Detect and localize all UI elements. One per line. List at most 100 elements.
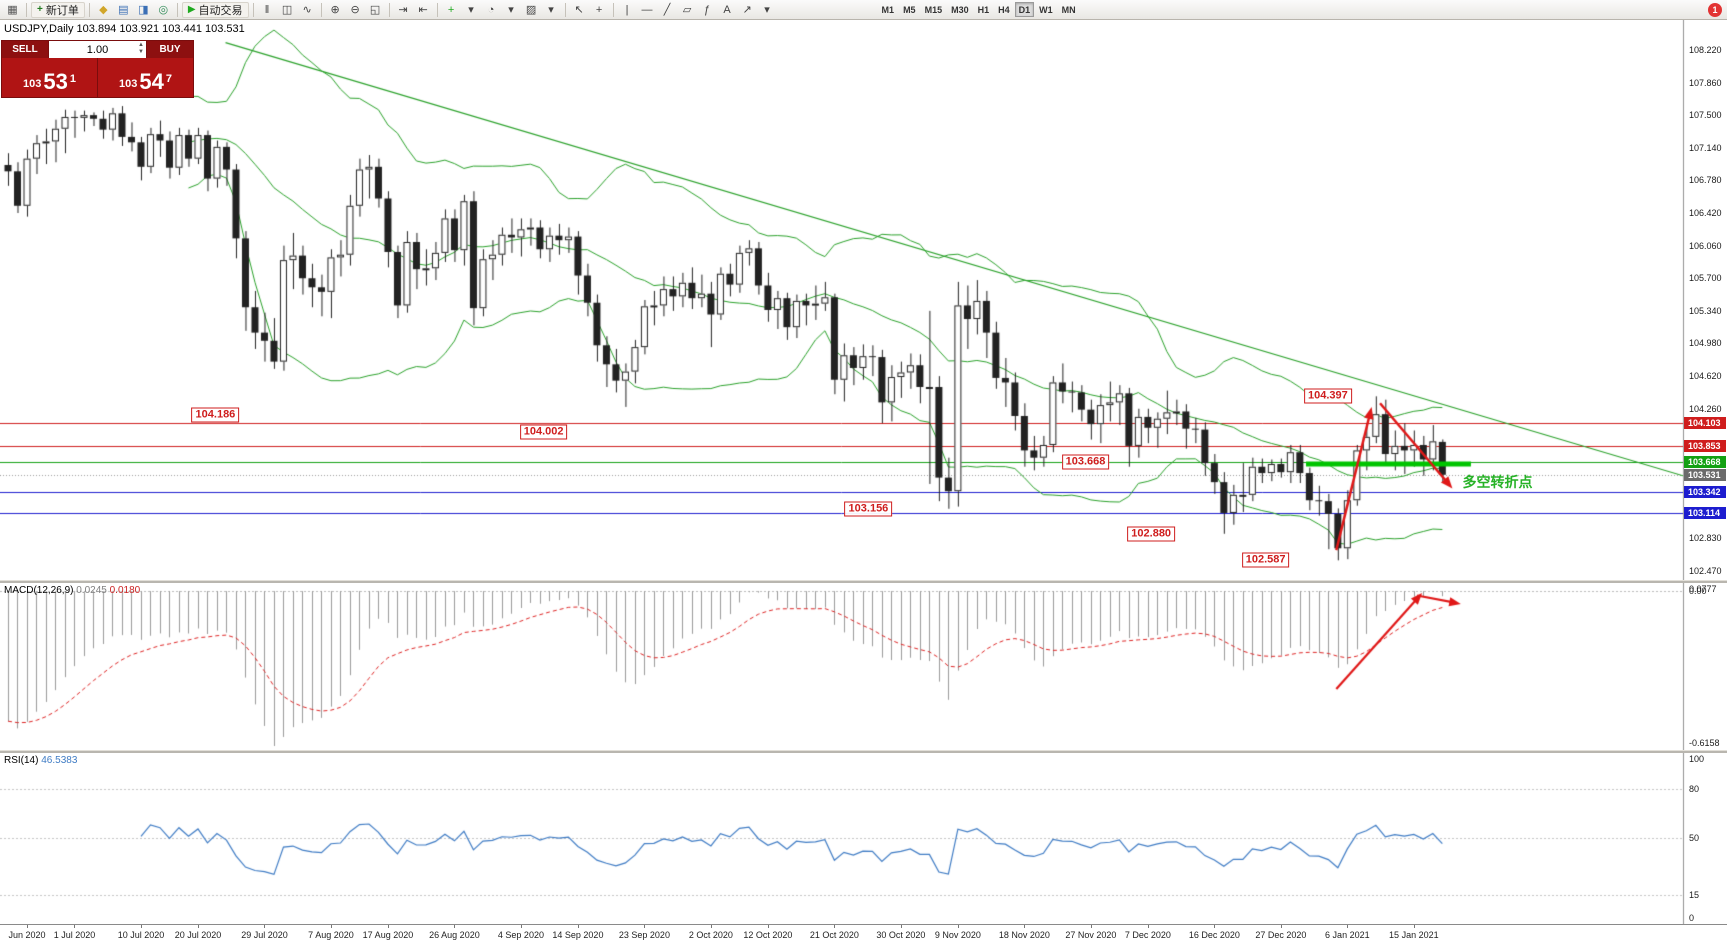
date-axis-label: 26 Aug 2020 <box>429 930 480 940</box>
vertical-line-icon[interactable]: | <box>625 3 629 16</box>
bar-chart-icon[interactable]: ‖ <box>264 3 270 16</box>
price-level-label[interactable]: 102.587 <box>1241 552 1290 568</box>
price-axis-value-box: 103.668 <box>1684 456 1726 469</box>
date-axis-tick <box>74 925 75 928</box>
price-axis-tick: 107.500 <box>1689 110 1722 121</box>
price-level-label[interactable]: 103.156 <box>844 501 893 517</box>
macd-axis-zero: 0.00 <box>1689 586 1707 597</box>
fibonacci-icon[interactable]: ƒ <box>703 3 711 16</box>
price-axis-value-box: 103.342 <box>1684 485 1726 498</box>
indicators-dropdown-icon[interactable]: ▾ <box>468 3 474 16</box>
auto-scroll-icon[interactable]: ⇥ <box>398 3 408 16</box>
volume-input[interactable] <box>68 42 127 57</box>
price-level-label[interactable]: 104.186 <box>191 407 240 423</box>
date-axis-tick <box>644 925 645 928</box>
periods-icon[interactable]: ◔ <box>487 3 495 16</box>
objects-dropdown-icon[interactable]: ▾ <box>764 3 770 16</box>
volume-down-icon[interactable]: ▼ <box>138 49 144 55</box>
timeframe-mn-button[interactable]: MN <box>1061 5 1076 15</box>
date-axis-tick <box>834 925 835 928</box>
templates-dropdown-icon[interactable]: ▾ <box>548 3 554 16</box>
sell-button[interactable]: 103 53 1 <box>2 58 98 97</box>
price-chart-canvas[interactable] <box>0 20 1727 580</box>
volume-up-icon[interactable]: ▲ <box>138 42 144 48</box>
indicators-icon[interactable]: + <box>447 3 455 16</box>
timeframe-h1-button[interactable]: H1 <box>977 5 990 15</box>
chart-shift-icon[interactable]: ⇤ <box>418 3 428 16</box>
macd-panel: MACD(12,26,9) 0.0245 0.0180 0.0777 0.00 -0… <box>0 583 1727 750</box>
price-level-label[interactable]: 103.668 <box>1061 454 1110 470</box>
price-axis-value-box: 103.853 <box>1684 439 1726 452</box>
timeframe-m5-button[interactable]: M5 <box>903 5 916 15</box>
templates-icon[interactable]: ▨ <box>525 3 537 16</box>
panel-splitter-rsi[interactable] <box>0 750 1727 753</box>
toolbar-separator <box>436 2 438 17</box>
autotrading-icon: ▶ <box>187 4 196 15</box>
buy-button[interactable]: 103 54 7 <box>98 58 193 97</box>
candlestick-chart-icon[interactable]: ◫ <box>281 3 293 16</box>
periods-dropdown-icon[interactable]: ▾ <box>508 3 514 16</box>
trendline-icon[interactable]: ╱ <box>663 3 671 16</box>
data-window-icon[interactable]: ◨ <box>138 3 149 16</box>
crosshair-icon[interactable]: + <box>595 3 603 16</box>
price-chart-panel: USDJPY,Daily 103.894 103.921 103.441 103… <box>0 20 1727 580</box>
timeframe-m1-button[interactable]: M1 <box>881 5 895 15</box>
line-chart-icon[interactable]: ∿ <box>302 3 312 16</box>
sell-price-pips: 53 <box>43 69 68 94</box>
price-level-label[interactable]: 104.002 <box>519 424 568 440</box>
date-axis-label: 15 Jan 2021 <box>1389 930 1439 940</box>
date-axis-label: 27 Nov 2020 <box>1065 930 1117 940</box>
zoom-out-icon[interactable]: ⊖ <box>350 3 360 16</box>
buy-price-figure: 103 <box>119 78 138 90</box>
macd-canvas[interactable] <box>0 583 1727 750</box>
arrow-objects-icon[interactable]: ↗ <box>742 3 752 16</box>
date-axis-label: 21 Oct 2020 <box>809 930 859 940</box>
rsi-canvas[interactable] <box>0 753 1727 924</box>
toolbar-separator <box>88 2 90 17</box>
date-axis[interactable]: Jun 2020 1 Jul 2020 10 Jul 2020 20 Jul 2020… <box>0 924 1727 943</box>
rsi-title: RSI(14) 46.5383 <box>4 755 77 766</box>
text-label-icon[interactable]: A <box>723 3 731 16</box>
horizontal-line-icon[interactable]: — <box>641 3 653 16</box>
channel-icon[interactable]: ▱ <box>682 3 692 16</box>
macd-name: MACD(12,26,9) <box>4 585 74 596</box>
date-axis-label: 10 Jul 2020 <box>117 930 165 940</box>
navigator-icon[interactable]: ◎ <box>158 3 169 16</box>
market-watch-icon[interactable]: ▤ <box>118 3 129 16</box>
rsi-axis-level: 80 <box>1689 784 1700 795</box>
price-axis-tick: 102.830 <box>1689 533 1722 544</box>
toolbar-separator <box>26 2 27 17</box>
timeframe-h4-button[interactable]: H4 <box>998 5 1010 15</box>
price-axis-tick: 104.260 <box>1689 403 1722 414</box>
price-axis-value-box: 103.114 <box>1684 506 1726 519</box>
zoom-in-icon[interactable]: ⊕ <box>330 3 340 16</box>
price-level-label[interactable]: 102.880 <box>1127 526 1176 542</box>
date-axis-label: 6 Jan 2021 <box>1325 930 1370 940</box>
date-axis-label: 20 Jul 2020 <box>174 930 222 940</box>
metaeditor-icon[interactable]: ◆ <box>99 3 108 16</box>
charts-window-icon[interactable]: ▦ <box>7 3 18 16</box>
panel-splitter-macd[interactable] <box>0 580 1727 583</box>
macd-axis-min: -0.6158 <box>1689 738 1720 748</box>
toolbar-separator <box>176 2 178 17</box>
price-axis-tick: 105.340 <box>1689 305 1722 316</box>
timeframe-d1-button[interactable]: D1 <box>1014 2 1035 17</box>
date-axis-label: 29 Jul 2020 <box>241 930 288 940</box>
new-order-button[interactable]: + 新订单 <box>31 1 85 18</box>
autotrading-button[interactable]: ▶ 自动交易 <box>181 1 249 18</box>
price-axis-value-box: 104.103 <box>1684 416 1726 429</box>
date-axis-label: 7 Aug 2020 <box>308 930 354 940</box>
cursor-icon[interactable]: ↖ <box>574 3 584 16</box>
macd-main-value: 0.0245 <box>76 585 107 596</box>
timeframe-m30-button[interactable]: M30 <box>951 5 969 15</box>
price-axis-value-box: 103.531 <box>1684 468 1726 481</box>
timeframe-m15-button[interactable]: M15 <box>924 5 943 15</box>
date-axis-tick <box>1091 925 1092 928</box>
tile-windows-icon[interactable]: ◱ <box>369 3 381 16</box>
sell-price-point: 1 <box>69 73 76 85</box>
turning-point-annotation[interactable]: 多空转折点 <box>1462 474 1533 491</box>
price-level-label[interactable]: 104.397 <box>1303 388 1352 404</box>
notification-badge[interactable]: 1 <box>1708 3 1722 17</box>
volume-stepper[interactable]: ▲ ▼ <box>138 42 144 56</box>
timeframe-w1-button[interactable]: W1 <box>1039 5 1053 15</box>
